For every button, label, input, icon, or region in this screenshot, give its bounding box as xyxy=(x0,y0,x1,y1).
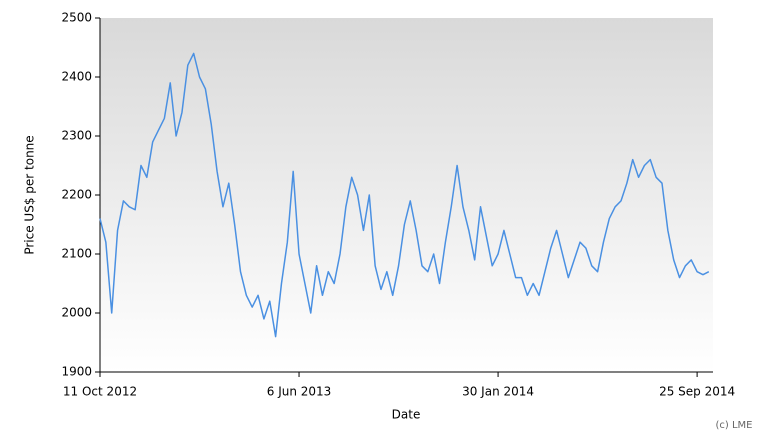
y-tick-label: 2100 xyxy=(61,247,92,261)
y-axis-label: Price US$ per tonne xyxy=(23,135,37,254)
price-line xyxy=(99,52,710,338)
y-tick-label: 1900 xyxy=(61,365,92,379)
x-tick-label: 30 Jan 2014 xyxy=(462,385,534,399)
credit: (c) LME xyxy=(716,420,753,431)
x-tick-label: 11 Oct 2012 xyxy=(63,385,137,399)
y-tick-label: 2500 xyxy=(61,11,92,25)
y-tick-label: 2400 xyxy=(61,70,92,84)
x-axis-label: Date xyxy=(392,408,421,422)
plot-area xyxy=(100,18,713,372)
y-tick-label: 2300 xyxy=(61,129,92,143)
y-tick-label: 2000 xyxy=(61,306,92,320)
y-tick-label: 2200 xyxy=(61,188,92,202)
x-tick-label: 6 Jun 2013 xyxy=(267,385,332,399)
x-tick-label: 25 Sep 2014 xyxy=(659,385,735,399)
